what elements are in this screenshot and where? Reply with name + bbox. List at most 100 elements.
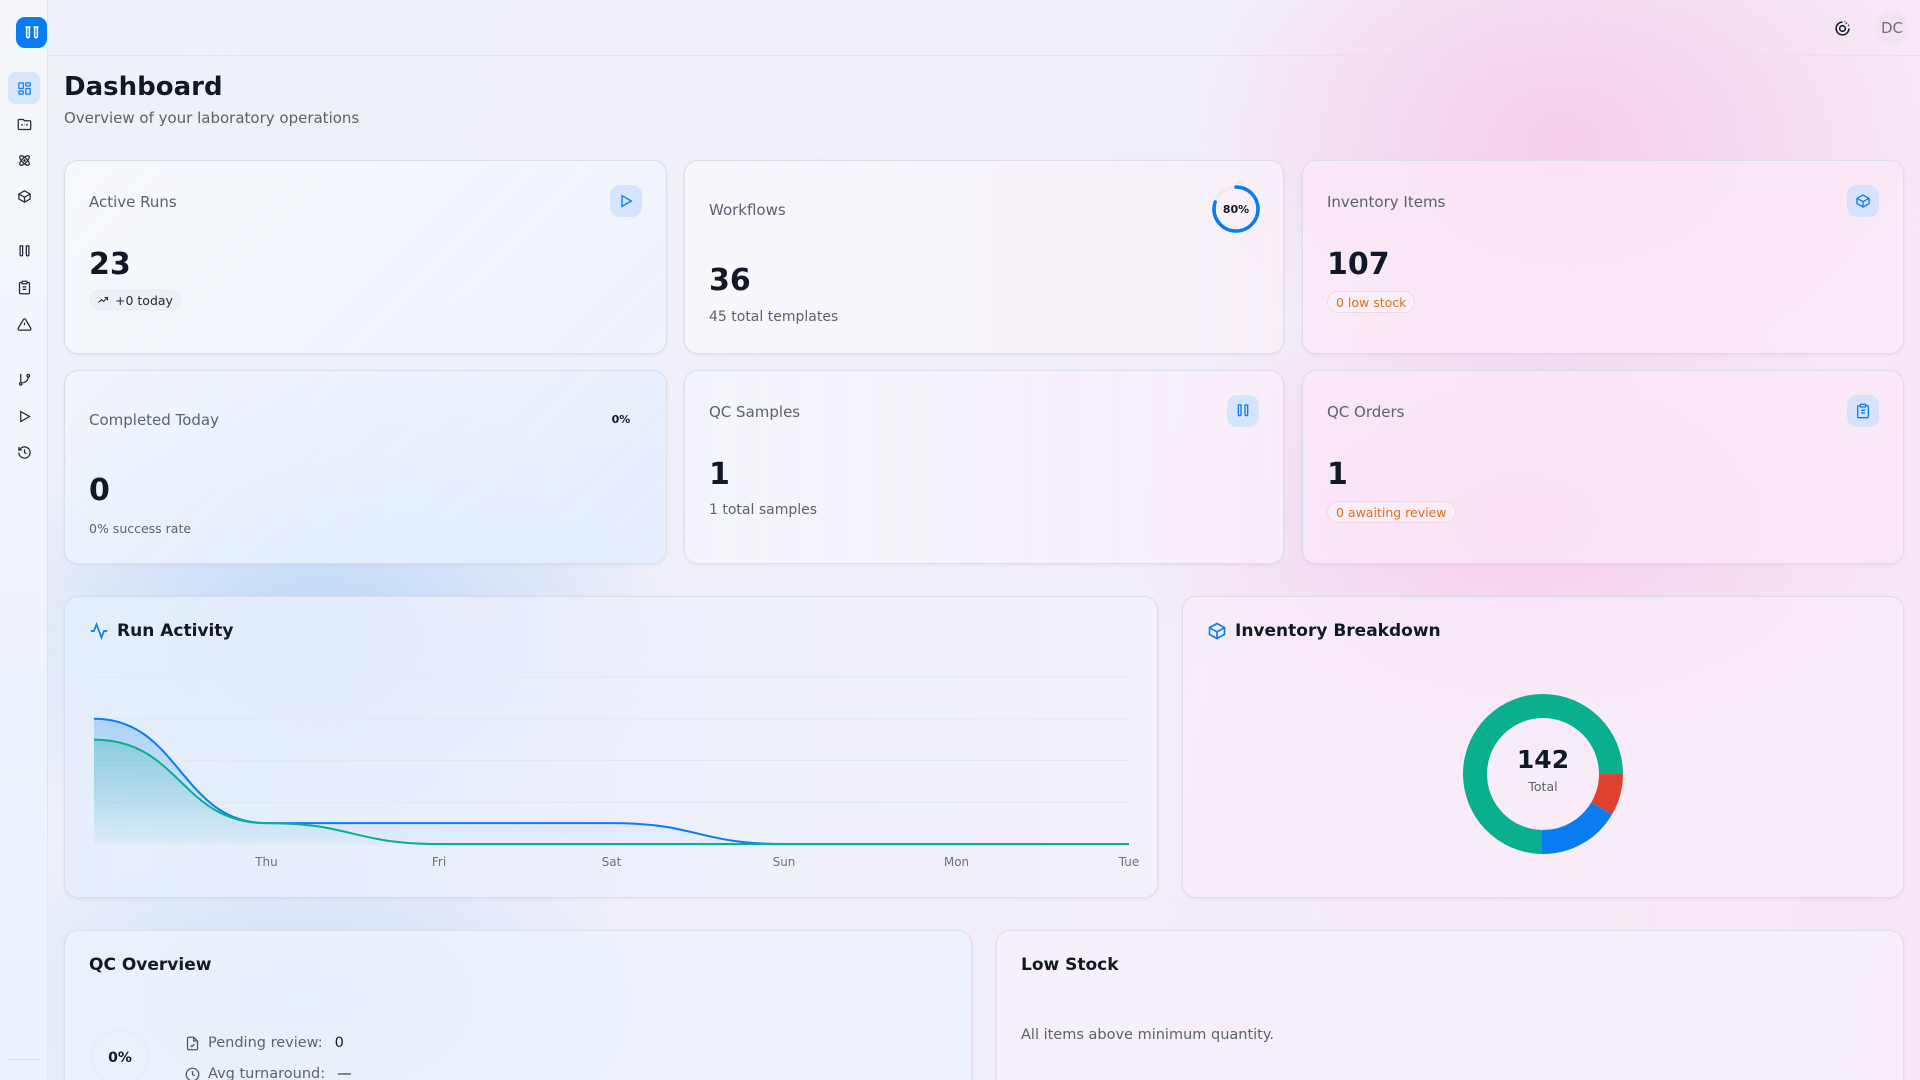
theme-toggle-button[interactable] [1832,18,1852,38]
activity-icon [90,621,108,641]
box-icon [17,189,31,203]
pending-review-row: Pending review: 0 [185,1035,344,1051]
stat-label: QC Orders [1327,403,1405,421]
git-branch-icon [18,373,30,386]
low-stock-badge: 0 low stock [1327,291,1416,313]
turnaround-label: Avg turnaround: [208,1066,326,1080]
trend-text: +0 today [115,292,173,308]
ring-text: 0% [611,412,631,426]
stat-label: Active Runs [89,193,177,211]
stat-value: 1 [709,457,730,492]
file-check-icon [186,1036,199,1050]
run-activity-chart[interactable] [65,597,1159,899]
box-icon [1208,622,1226,640]
clipboard-list-icon [1857,403,1869,419]
low-stock-empty-message: All items above minimum quantity. [1021,1027,1274,1043]
stat-card-qc-orders[interactable]: QC Orders 1 0 awaiting review [1302,370,1904,564]
sidebar-item-samples[interactable] [8,235,40,267]
stat-card-inventory[interactable]: Inventory Items 107 0 low stock [1302,160,1904,354]
x-axis-label: Sun [772,855,796,869]
run-activity-title: Run Activity [117,621,234,641]
stat-sub: 45 total templates [709,309,839,325]
stat-icon-chip [1227,395,1259,427]
stat-icon-chip [1847,185,1879,217]
sidebar-item-workflows[interactable] [8,363,40,395]
ring-text: 0% [108,1050,132,1066]
history-icon [17,445,31,459]
avg-turnaround-row: Avg turnaround: — [185,1066,352,1080]
stat-icon-chip [610,185,642,217]
workflows-progress-ring: 80% [1211,184,1261,234]
donut-total: 142 [1516,745,1570,774]
stat-value: 23 [89,247,131,282]
test-tubes-icon [1237,404,1249,417]
topbar: DC [48,0,1920,56]
layout-grid-icon [17,81,31,95]
trending-up-icon [98,297,108,303]
trend-pill: +0 today [89,289,181,311]
stat-value: 1 [1327,457,1348,492]
sidebar-item-projects[interactable] [8,108,40,140]
alert-triangle-icon [16,317,32,331]
sidebar-item-runs[interactable] [8,400,40,432]
stat-card-active-runs[interactable]: Active Runs 23 +0 today [64,160,667,354]
stat-card-completed-today[interactable]: Completed Today 0% 0 0% success rate [64,370,667,564]
pending-value: 0 [334,1035,344,1051]
x-axis-label: Tue [1118,855,1140,869]
sidebar-item-inventory[interactable] [8,180,40,212]
qc-pass-rate-ring: 0% [89,1027,151,1080]
folder-icon [17,118,31,130]
user-avatar[interactable]: DC [1876,12,1908,44]
stat-card-qc-samples[interactable]: QC Samples 1 1 total samples [684,370,1284,564]
x-axis-label: Fri [431,855,447,869]
panel-title: Run Activity [89,621,234,641]
sidebar-item-alerts[interactable] [8,308,40,340]
inventory-breakdown-card: Inventory Breakdown 142 Total [1182,596,1904,898]
stat-label: Completed Today [89,411,219,429]
page-subtitle: Overview of your laboratory operations [64,109,360,127]
success-rate-ring: 0% [598,396,644,442]
stat-label: Workflows [709,201,786,219]
low-stock-title: Low Stock [1021,955,1119,975]
clipboard-list-icon [18,280,30,294]
donut-total-label: Total [1528,779,1558,794]
turnaround-value: — [337,1066,352,1080]
app-logo[interactable] [16,17,47,48]
atom-icon [18,154,30,166]
theme-toggle-icon [1834,20,1850,36]
stat-value: 0 [89,473,110,508]
x-axis-label: Thu [255,855,278,869]
series-line [93,738,1129,845]
sidebar-item-qc-orders[interactable] [8,271,40,303]
inventory-breakdown-title: Inventory Breakdown [1235,621,1441,641]
stat-sub: 0% success rate [89,521,192,536]
test-tubes-icon [19,244,29,256]
stat-value: 107 [1327,247,1390,282]
stat-value: 36 [709,263,751,298]
low-stock-card: Low Stock All items above minimum quanti… [996,930,1904,1080]
qc-overview-title: QC Overview [89,955,212,975]
x-axis-label: Mon [943,855,970,869]
sidebar-item-science[interactable] [8,144,40,176]
play-icon [19,409,31,423]
stat-sub: 1 total samples [709,502,818,518]
page-title: Dashboard [64,72,223,102]
sidebar-divider [8,1059,39,1060]
panel-title: Inventory Breakdown [1207,621,1441,641]
x-axis-label: Sat [601,855,622,869]
stat-label: QC Samples [709,403,801,421]
ring-text: 80% [1222,202,1250,216]
stat-card-workflows[interactable]: Workflows 80% 36 45 total templates [684,160,1284,354]
test-tubes-icon [24,25,39,38]
sidebar-item-history[interactable] [8,436,40,468]
inventory-donut[interactable]: 142 Total [1462,693,1624,855]
stat-icon-chip [1847,395,1879,427]
donut-segment [1591,774,1623,815]
qc-overview-card: QC Overview 0% Pending review: 0 Avg tur… [64,930,972,1080]
play-icon [621,194,633,208]
stat-label: Inventory Items [1327,193,1446,211]
box-icon [1856,194,1870,208]
donut-segment [1541,802,1612,854]
sidebar-item-dashboard[interactable] [8,72,40,104]
donut-segment [1463,694,1623,854]
